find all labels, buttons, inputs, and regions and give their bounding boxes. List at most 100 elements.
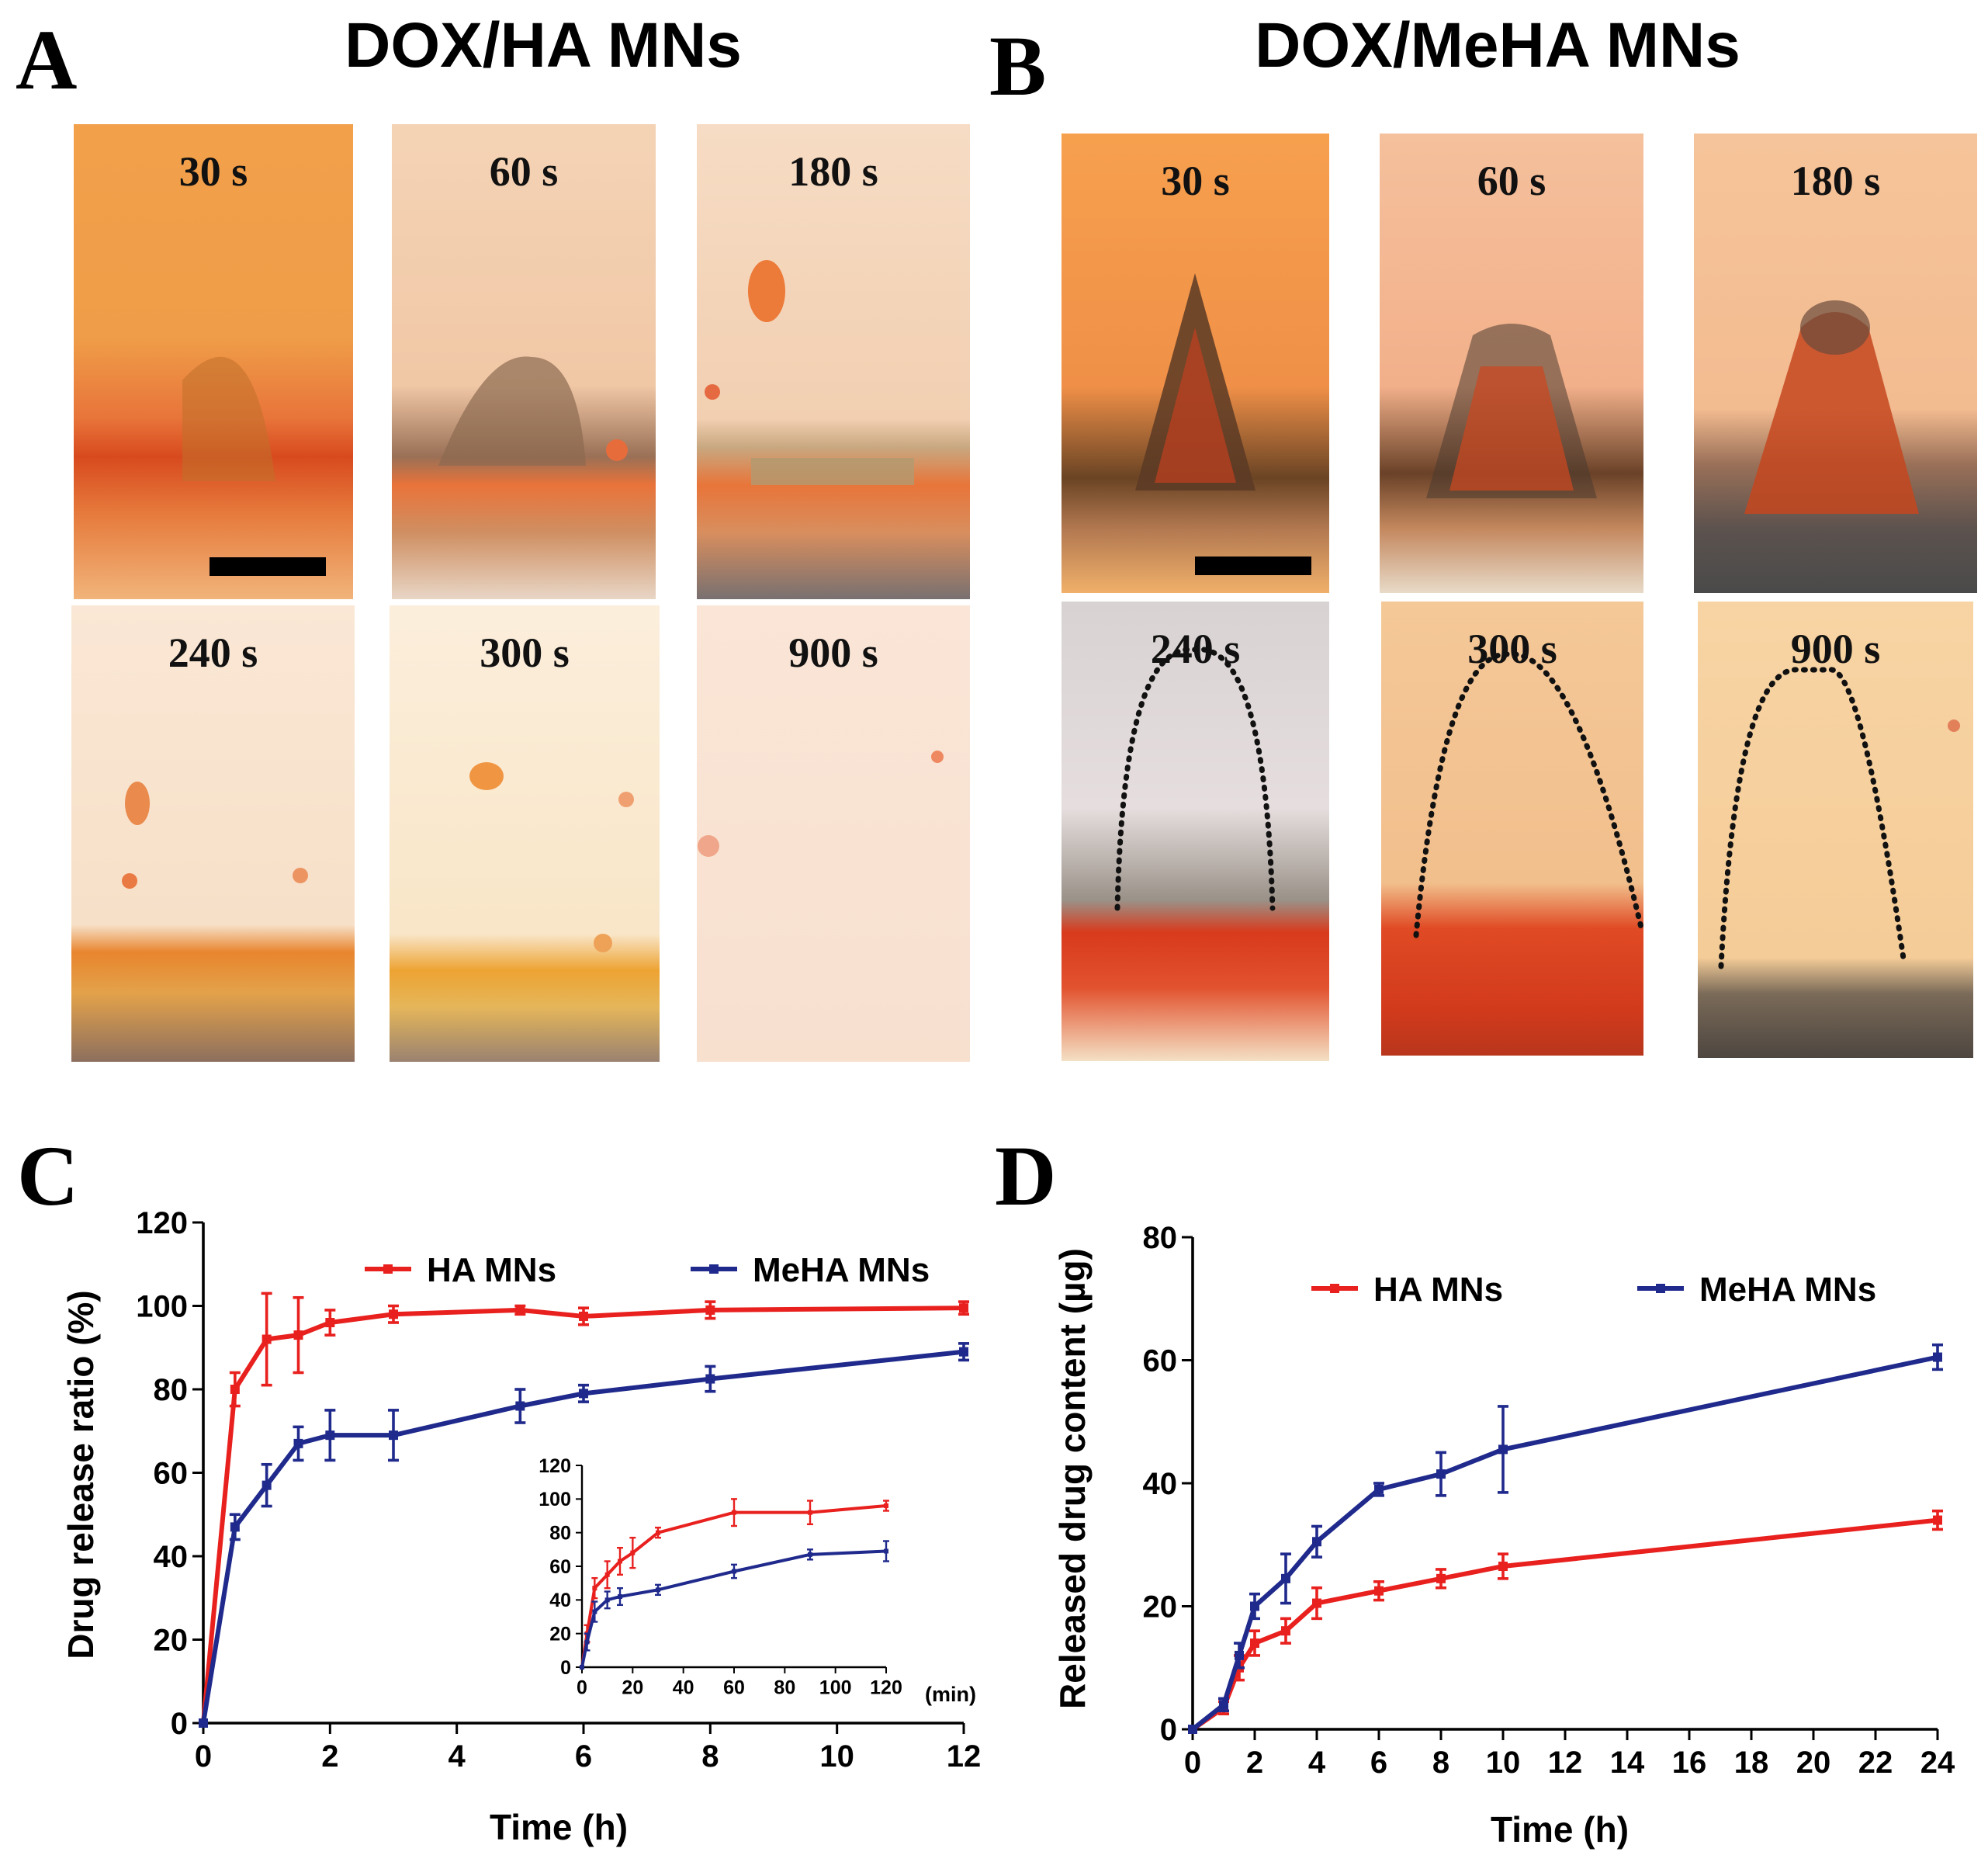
x-tick-label: 2 bbox=[321, 1739, 338, 1774]
data-point bbox=[584, 1639, 590, 1645]
y-tick-label: 100 bbox=[136, 1290, 188, 1324]
x-tick-label: 2 bbox=[1246, 1746, 1263, 1780]
data-point bbox=[261, 1334, 272, 1344]
y-tick-label: 120 bbox=[136, 1206, 188, 1240]
x-tick-label: 120 bbox=[870, 1677, 902, 1698]
panel-letter-b: B bbox=[989, 19, 1047, 113]
data-point bbox=[1281, 1626, 1290, 1636]
data-point bbox=[1312, 1537, 1321, 1547]
series-line bbox=[201, 1306, 965, 1724]
data-point bbox=[1436, 1573, 1446, 1583]
panel-letter-a: A bbox=[16, 12, 78, 107]
x-tick-label: 10 bbox=[1486, 1746, 1521, 1780]
y-tick-label: 0 bbox=[171, 1707, 188, 1741]
data-point bbox=[884, 1503, 888, 1508]
x-tick-label: 60 bbox=[723, 1677, 745, 1698]
time-label: 240 s bbox=[168, 629, 258, 676]
time-label: 240 s bbox=[1150, 626, 1241, 672]
series-ha-mns: HA MNs bbox=[1188, 1271, 1943, 1734]
micrograph-b-60s: 60 s bbox=[1380, 134, 1643, 593]
data-point bbox=[732, 1569, 736, 1574]
micrograph-a-900s: 900 s bbox=[697, 605, 970, 1062]
data-point bbox=[230, 1385, 240, 1394]
x-tick-label: 20 bbox=[1796, 1746, 1831, 1780]
data-point bbox=[325, 1318, 335, 1327]
y-axis-label: Released drug content (µg) bbox=[1052, 1248, 1093, 1709]
legend-marker bbox=[383, 1264, 393, 1274]
y-tick-label: 0 bbox=[560, 1657, 571, 1679]
x-axis-label: (min) bbox=[925, 1683, 976, 1706]
y-tick-label: 100 bbox=[539, 1489, 571, 1510]
data-point bbox=[656, 1530, 660, 1535]
series-meha-mns: MeHA MNs bbox=[199, 1251, 969, 1728]
y-tick-label: 80 bbox=[154, 1373, 189, 1407]
y-tick-label: 80 bbox=[1143, 1221, 1178, 1255]
time-label: 30 s bbox=[1161, 158, 1230, 204]
x-tick-label: 0 bbox=[577, 1677, 587, 1698]
x-tick-label: 6 bbox=[1370, 1746, 1387, 1780]
data-point bbox=[1933, 1515, 1942, 1525]
data-point bbox=[592, 1609, 597, 1614]
data-point bbox=[884, 1548, 888, 1554]
data-point bbox=[630, 1550, 636, 1555]
y-tick-label: 60 bbox=[1143, 1344, 1178, 1378]
data-point bbox=[389, 1309, 398, 1319]
y-tick-label: 40 bbox=[1143, 1467, 1178, 1501]
micrograph-a-300s: 300 s bbox=[390, 605, 660, 1062]
micrograph-a-240s: 240 s bbox=[71, 605, 355, 1062]
x-tick-label: 24 bbox=[1920, 1746, 1955, 1780]
data-point bbox=[261, 1480, 272, 1490]
data-point bbox=[199, 1718, 208, 1728]
panel-letter-d: D bbox=[995, 1129, 1057, 1223]
legend-marker bbox=[1656, 1284, 1665, 1293]
data-point bbox=[1219, 1700, 1228, 1710]
data-point bbox=[1250, 1601, 1259, 1611]
x-axis-label: Time (h) bbox=[1491, 1809, 1629, 1850]
x-tick-label: 8 bbox=[701, 1739, 719, 1774]
panel-b-title: DOX/MeHA MNs bbox=[1255, 10, 1740, 81]
panel-letter-c: C bbox=[17, 1129, 79, 1223]
data-point bbox=[604, 1572, 610, 1577]
x-tick-label: 80 bbox=[774, 1677, 795, 1698]
x-tick-label: 40 bbox=[673, 1677, 694, 1698]
micrograph-b-180s: 180 s bbox=[1694, 134, 1977, 593]
data-point bbox=[592, 1586, 597, 1591]
series-line bbox=[1191, 1517, 1938, 1732]
x-tick-label: 0 bbox=[1184, 1746, 1201, 1780]
data-point bbox=[705, 1374, 715, 1384]
time-label: 180 s bbox=[788, 148, 878, 195]
time-label: 900 s bbox=[788, 629, 878, 676]
data-point bbox=[580, 1665, 584, 1670]
micrograph-a-60s: 60 s bbox=[392, 124, 656, 599]
data-point bbox=[293, 1438, 303, 1448]
x-tick-label: 12 bbox=[947, 1739, 982, 1774]
data-point bbox=[579, 1311, 588, 1321]
data-point bbox=[1498, 1561, 1508, 1571]
data-point bbox=[1235, 1650, 1244, 1660]
time-label: 60 s bbox=[489, 148, 559, 195]
x-tick-label: 16 bbox=[1672, 1746, 1707, 1780]
x-tick-label: 4 bbox=[449, 1739, 466, 1774]
data-point bbox=[808, 1552, 812, 1557]
x-tick-label: 18 bbox=[1734, 1746, 1769, 1780]
micrograph-b-300s: 300 s bbox=[1381, 602, 1643, 1056]
data-point bbox=[959, 1303, 968, 1313]
data-point bbox=[515, 1401, 525, 1411]
x-tick-label: 20 bbox=[622, 1677, 643, 1698]
data-point bbox=[1188, 1725, 1197, 1734]
micrograph-b-900s: 900 s bbox=[1698, 602, 1973, 1058]
series-ha-mns bbox=[580, 1498, 889, 1670]
series-meha-mns: MeHA MNs bbox=[1188, 1271, 1943, 1734]
chart-c-inset: 0 20 40 60 80 100 120 0 20 40 60 80 100 120 (min) bbox=[539, 1455, 976, 1706]
micrograph-b-30s: 30 s bbox=[1062, 134, 1329, 593]
y-tick-label: 60 bbox=[154, 1457, 189, 1491]
data-point bbox=[604, 1597, 610, 1603]
time-label: 60 s bbox=[1477, 158, 1546, 204]
y-axis-label: Drug release ratio (%) bbox=[61, 1290, 101, 1659]
y-tick-label: 80 bbox=[549, 1522, 571, 1544]
data-point bbox=[1250, 1638, 1259, 1649]
x-tick-label: 100 bbox=[819, 1677, 852, 1698]
data-point bbox=[618, 1559, 622, 1564]
y-tick-label: 60 bbox=[549, 1556, 571, 1578]
micrograph-b-240s: 240 s bbox=[1062, 602, 1329, 1061]
